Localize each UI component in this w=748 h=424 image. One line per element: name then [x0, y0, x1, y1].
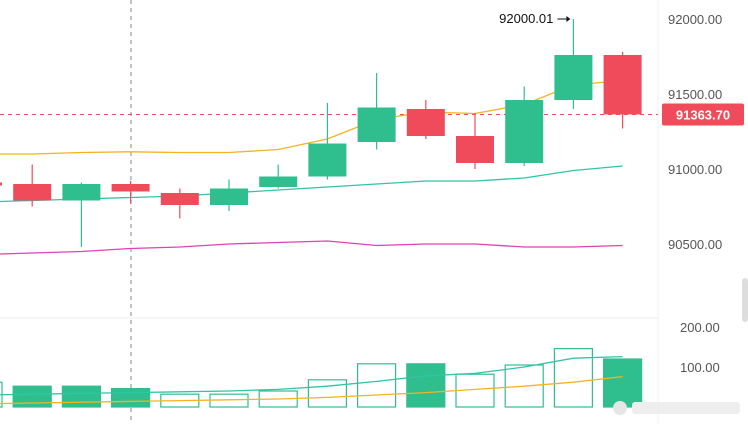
price-axis: 92000.00 91500.00 91000.00 90500.00 200.00 10…	[662, 12, 744, 375]
current-price-label: 91363.70	[676, 107, 730, 122]
candle[interactable]	[406, 100, 445, 139]
high-annotation-label: 92000.01	[499, 11, 553, 26]
candle[interactable]	[62, 182, 101, 248]
watermark-icon	[613, 401, 627, 415]
volume-ma-fast-line	[0, 375, 623, 405]
volume-tick-label: 200.00	[680, 320, 720, 335]
candle-body	[210, 188, 248, 205]
candle-body	[603, 55, 642, 115]
candle[interactable]	[160, 188, 199, 219]
volume-pane[interactable]	[0, 348, 643, 408]
candle-body	[554, 55, 593, 100]
candle-body	[357, 107, 396, 142]
candle-body	[62, 184, 101, 201]
candle[interactable]	[603, 52, 642, 129]
price-tick-label: 91500.00	[668, 87, 722, 102]
candle[interactable]	[13, 164, 52, 207]
candle[interactable]	[308, 103, 347, 180]
candles-group[interactable]	[0, 19, 642, 247]
price-tick-label: 91000.00	[668, 162, 722, 177]
volume-bar[interactable]	[602, 358, 643, 408]
candle-body	[406, 109, 445, 136]
price-tick-label: 90500.00	[668, 237, 722, 252]
candle[interactable]	[357, 73, 396, 150]
candle[interactable]	[554, 19, 593, 109]
candle-body	[259, 176, 298, 187]
volume-bar[interactable]	[12, 385, 52, 408]
ma-slow-line	[0, 240, 623, 255]
volume-bar[interactable]	[61, 385, 102, 408]
candle-body	[456, 136, 494, 163]
candle-body	[111, 184, 150, 192]
candle[interactable]	[505, 86, 544, 167]
watermark-logo	[632, 402, 740, 414]
high-annotation-arrowhead	[566, 15, 571, 22]
candle[interactable]	[0, 181, 2, 189]
candle[interactable]	[259, 164, 298, 189]
volume-tick-label: 100.00	[680, 360, 720, 375]
volume-bar[interactable]	[307, 379, 347, 408]
current-price-tag	[662, 103, 744, 126]
candle[interactable]	[456, 113, 494, 170]
candle-body	[505, 100, 544, 163]
volume-ma-slow-line	[0, 355, 623, 396]
candle[interactable]	[210, 179, 248, 212]
candle-body	[0, 182, 2, 186]
candle-body	[308, 143, 347, 177]
candle[interactable]	[111, 181, 150, 204]
candle-body	[13, 184, 52, 201]
volume-bar[interactable]	[357, 363, 397, 408]
volume-bar[interactable]	[110, 388, 151, 408]
volume-bar[interactable]	[406, 363, 446, 408]
candle-body	[160, 193, 199, 205]
volume-ma-lines	[0, 355, 623, 405]
high-annotation-group: 92000.01	[499, 11, 571, 26]
price-pane[interactable]: 92000.01	[0, 0, 659, 424]
watermark	[613, 401, 740, 415]
price-tick-label: 92000.00	[668, 12, 722, 27]
scrollbar-handle[interactable]	[742, 278, 748, 322]
